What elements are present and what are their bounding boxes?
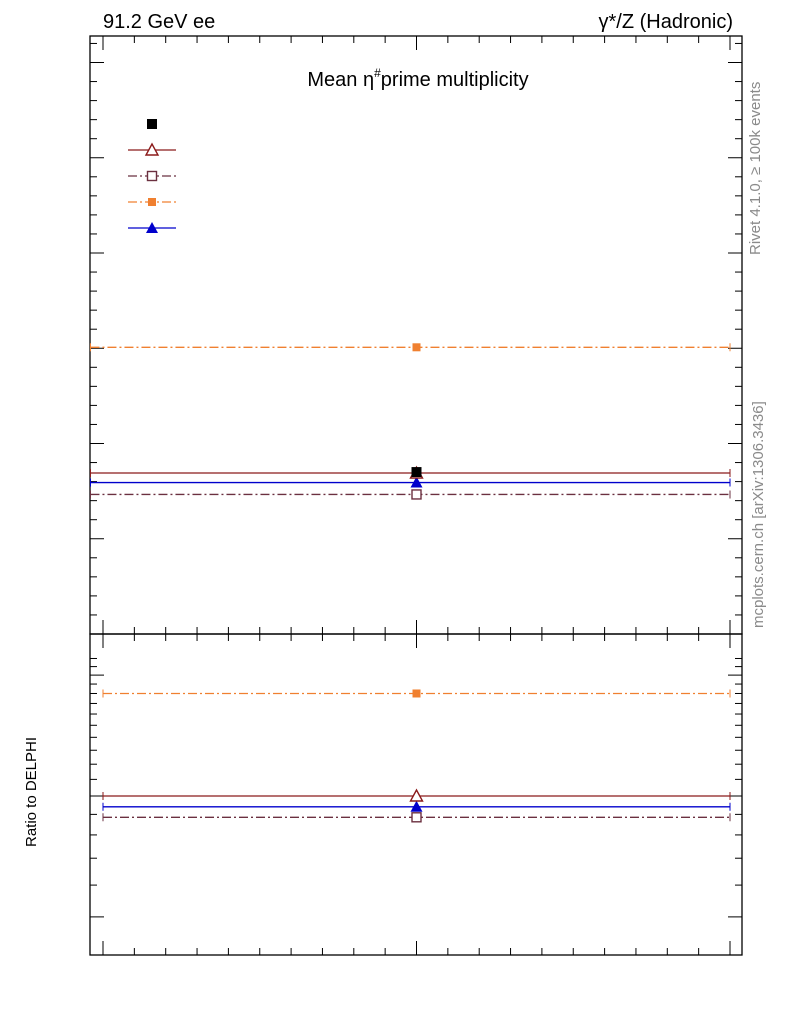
data-point — [412, 343, 421, 352]
ratio-point — [410, 800, 423, 812]
ratio-plot — [89, 633, 743, 956]
legend-marker — [146, 170, 158, 182]
ratio-point — [412, 689, 421, 698]
legend-marker — [147, 119, 157, 129]
mcplots-reference-label: mcplots.cern.ch [arXiv:1306.3436] — [750, 401, 767, 628]
ratio-point — [411, 812, 422, 823]
ratio-point — [409, 788, 424, 802]
legend-marker — [144, 142, 160, 156]
legend-item — [128, 198, 176, 206]
legend-item — [128, 170, 176, 182]
legend-item — [128, 142, 176, 156]
title-superscript: # — [374, 66, 381, 80]
title-suffix: prime multiplicity — [381, 69, 529, 91]
header-process-label: γ*/Z (Hadronic) — [599, 11, 733, 33]
process-symbol: γ*/Z — [599, 11, 635, 33]
legend-marker — [148, 198, 156, 206]
plot-title: Mean η#prime multiplicity — [307, 66, 528, 91]
data-point — [410, 476, 423, 488]
rivet-version-label: Rivet 4.1.0, ≥ 100k events — [747, 82, 764, 255]
ratio-y-axis-label: Ratio to DELPHI — [23, 737, 40, 847]
main-plot — [89, 35, 743, 635]
legend-item — [128, 222, 176, 233]
process-qualifier: (Hadronic) — [640, 11, 733, 33]
header-energy-label: 91.2 GeV ee — [103, 11, 215, 33]
legend-item — [147, 119, 157, 129]
legend — [128, 119, 176, 233]
legend-marker — [146, 222, 158, 233]
data-point — [411, 489, 422, 500]
title-prefix: Mean η — [307, 69, 374, 91]
main-plot-frame — [89, 35, 743, 635]
data-point — [411, 467, 422, 478]
